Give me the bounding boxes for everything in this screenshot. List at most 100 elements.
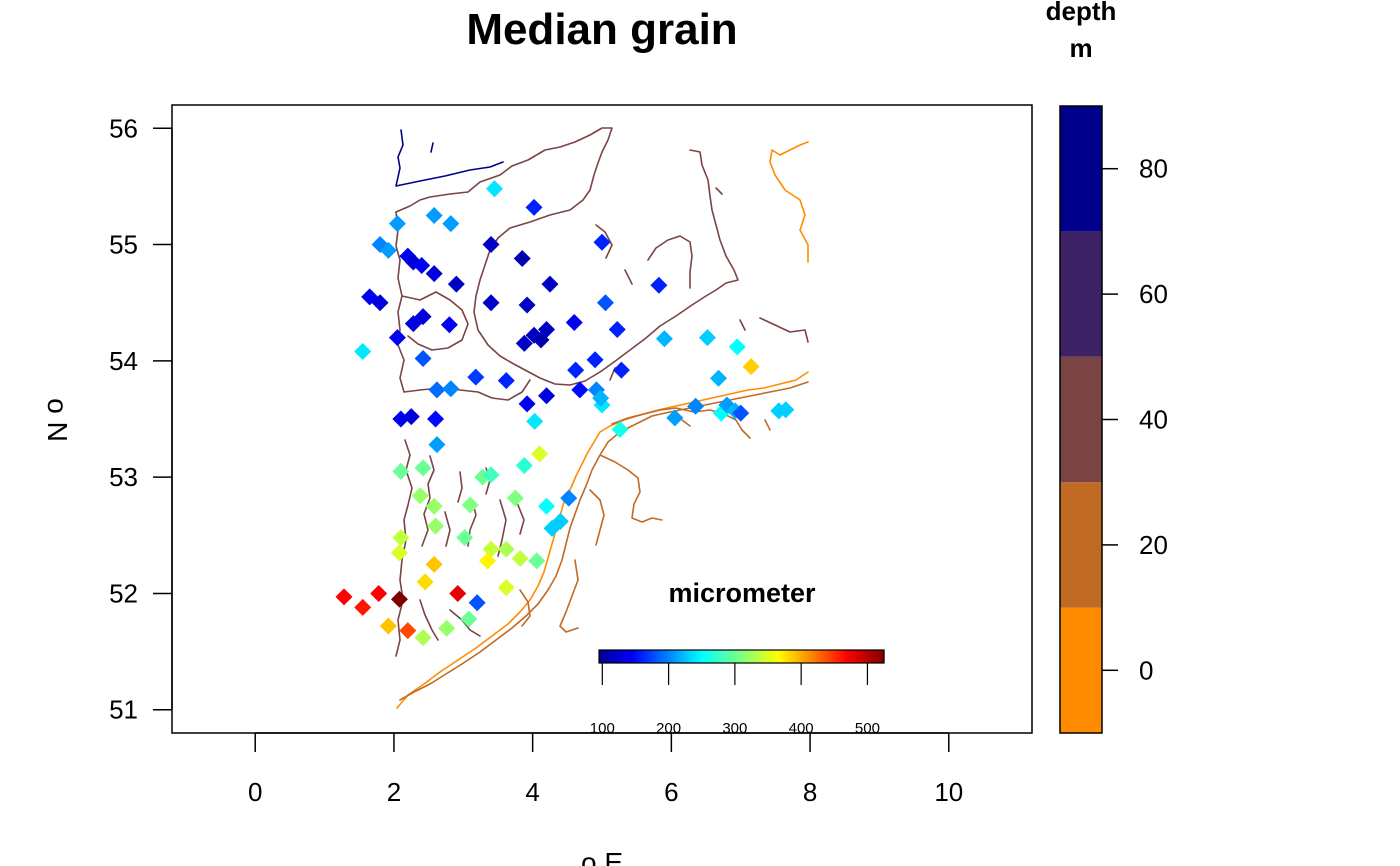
sample-point xyxy=(411,487,429,505)
sample-point xyxy=(596,294,614,312)
depth-legend-title: depth xyxy=(1046,0,1117,26)
y-axis-label-text: o N xyxy=(42,398,73,442)
grain-legend-swatch xyxy=(684,650,688,663)
grain-legend-swatch xyxy=(801,650,805,663)
sample-point xyxy=(428,381,446,399)
y-axis-label: o N xyxy=(42,398,73,442)
grain-legend-swatch xyxy=(673,650,677,663)
grain-legend-swatch xyxy=(667,650,671,663)
grain-legend-swatch xyxy=(721,650,725,663)
grain-legend-swatch xyxy=(681,650,686,663)
sample-point xyxy=(425,555,443,573)
plot-frame xyxy=(171,104,1033,734)
grain-legend-swatch xyxy=(758,650,763,663)
sample-point xyxy=(515,334,533,352)
sample-point xyxy=(335,588,353,606)
sample-point xyxy=(515,457,533,475)
sample-point xyxy=(392,529,410,547)
grain-legend-swatch xyxy=(869,650,874,663)
grain-legend-swatch xyxy=(687,650,691,663)
grain-legend-swatch xyxy=(732,650,737,663)
grain-legend-swatch xyxy=(807,650,811,663)
x-tick-label: 6 xyxy=(664,777,678,807)
sample-point xyxy=(371,294,389,312)
grain-legend-swatch xyxy=(866,650,871,663)
grain-legend-swatch xyxy=(693,650,697,663)
sample-point xyxy=(565,313,583,331)
grain-legend-swatch xyxy=(781,650,785,663)
sample-point xyxy=(586,351,604,369)
y-tick-label: 52 xyxy=(109,578,138,608)
sample-point xyxy=(414,629,432,647)
sample-point xyxy=(592,389,610,407)
grain-legend-swatch xyxy=(864,650,868,663)
grain-legend-swatch xyxy=(601,650,606,663)
grain-legend-swatch xyxy=(804,650,808,663)
grain-legend-swatch xyxy=(616,650,620,663)
grain-legend-swatch xyxy=(653,650,657,663)
grain-legend-tick-label: 500 xyxy=(855,720,880,737)
x-tick-label: 0 xyxy=(248,777,262,807)
sample-point xyxy=(354,598,372,616)
y-tick-label: 54 xyxy=(109,346,138,376)
sample-point xyxy=(390,590,408,608)
grain-legend-swatch xyxy=(818,650,822,663)
sample-point xyxy=(427,517,445,535)
grain-legend-swatch xyxy=(664,650,668,663)
grain-legend-swatch xyxy=(638,650,643,663)
sample-point xyxy=(497,579,515,597)
sample-point xyxy=(392,462,410,480)
depth-legend-tick-label: 40 xyxy=(1139,405,1168,435)
sample-point xyxy=(666,409,684,427)
sample-point xyxy=(438,619,456,637)
sample-point xyxy=(612,361,630,379)
grain-legend-swatch xyxy=(750,650,754,663)
grain-legend-swatch xyxy=(849,650,854,663)
grain-legend-swatch xyxy=(636,650,640,663)
sample-point xyxy=(608,320,626,338)
sample-point xyxy=(687,397,705,415)
x-tick-label: 8 xyxy=(803,777,817,807)
depth-legend-tick-label: 80 xyxy=(1139,154,1168,184)
grain-legend-swatch xyxy=(812,650,817,663)
grain-legend-swatch xyxy=(630,650,634,663)
depth-legend-band xyxy=(1060,231,1102,357)
grain-legend-tick-label: 100 xyxy=(590,720,615,737)
grain-legend-swatch xyxy=(744,650,748,663)
grain-legend-swatch xyxy=(741,650,745,663)
sample-point xyxy=(460,610,478,628)
grain-legend-swatch xyxy=(792,650,797,663)
sample-point xyxy=(732,404,750,422)
grain-legend-swatch xyxy=(675,650,680,663)
grain-legend-swatch xyxy=(772,650,777,663)
sample-point xyxy=(777,401,795,419)
sample-point xyxy=(456,529,474,547)
sample-point xyxy=(425,206,443,224)
grain-legend-swatch xyxy=(846,650,851,663)
grain-legend-swatch xyxy=(724,650,728,663)
grain-legend-swatch xyxy=(844,650,848,663)
sample-point xyxy=(497,372,515,390)
grain-legend-swatch xyxy=(881,650,885,663)
grain-legend-swatch xyxy=(627,650,631,663)
sample-point xyxy=(531,445,549,463)
x-axis-label: o E xyxy=(581,847,623,866)
grain-legend-swatch xyxy=(707,650,711,663)
grain-legend-colorbar: 100 200 300 400 500 xyxy=(590,649,885,737)
sample-point xyxy=(506,489,524,507)
grain-legend-swatch xyxy=(650,650,654,663)
grain-legend-swatch xyxy=(621,650,626,663)
grain-legend-swatch xyxy=(789,650,794,663)
grain-legend-swatch xyxy=(610,650,614,663)
sample-point xyxy=(698,329,716,347)
grain-legend-swatch xyxy=(644,650,649,663)
x-tick-label: 10 xyxy=(934,777,963,807)
sample-point xyxy=(528,552,546,570)
grain-legend-swatch xyxy=(661,650,666,663)
grain-legend-swatch xyxy=(855,650,859,663)
sample-point xyxy=(728,338,746,356)
grain-legend-swatch xyxy=(764,650,768,663)
grain-legend-tick-label: 400 xyxy=(789,720,814,737)
grain-legend-swatch xyxy=(599,650,603,663)
